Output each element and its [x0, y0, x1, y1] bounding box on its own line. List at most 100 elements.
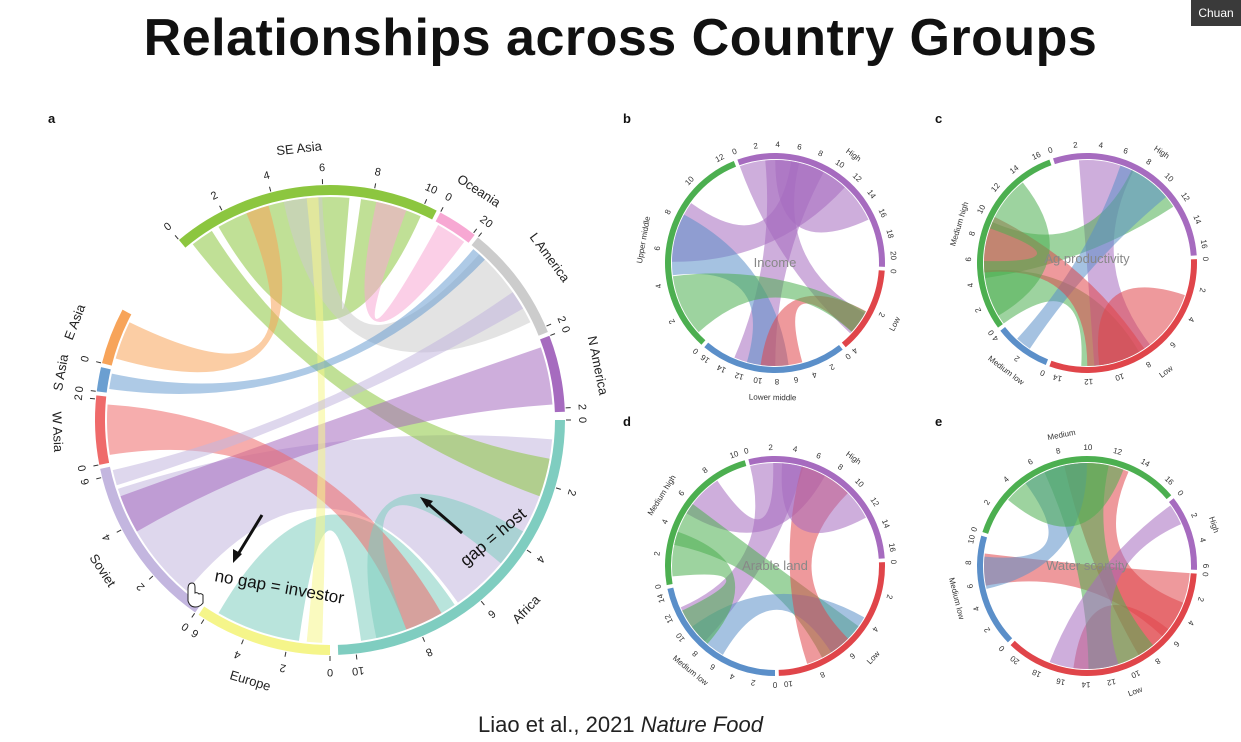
sector-arc-se-asia [178, 184, 437, 248]
panel-d-ribbons [672, 463, 866, 664]
panel-b-tick-label: 8 [817, 149, 825, 159]
tick-mark [355, 654, 358, 660]
panel-c-tick-label: 2 [1197, 287, 1207, 294]
panel-c-tick-label: 2 [973, 306, 983, 314]
panel-c-tick-label: 4 [990, 333, 1000, 343]
panel-c-tick-label: 2 [1073, 140, 1079, 149]
panel-e-tick-label: 12 [1106, 677, 1117, 688]
panel-c-ribbon-low-low-6 [1097, 287, 1185, 366]
investor-arrow [235, 514, 264, 557]
panel-d-letter: d [623, 414, 631, 429]
panel-c-arc-medium-low [1000, 327, 1049, 365]
tick-mark [374, 183, 377, 189]
panel-d-sector-label-medium-high: Medium high [646, 473, 678, 517]
panel-e-tick-label: 10 [966, 533, 977, 544]
tick-mark [480, 600, 485, 606]
tick-label-soviet: 2 [134, 580, 147, 593]
panel-d-tick-label: 10 [853, 476, 866, 489]
panel-d-center-label: Arable land [742, 558, 808, 573]
panel-c-tick-label: 0 [986, 328, 996, 337]
panel-e-labels: 0246High02468101214161820Low0246810Mediu… [947, 428, 1221, 699]
panel-b-tick-label: 0 [889, 269, 898, 275]
panel-b-tick-label: 4 [654, 283, 664, 290]
chord-ribbon-europe-se-asia-9 [306, 197, 326, 643]
tick-label-se-asia: 10 [423, 181, 439, 197]
panel-b-letter: b [623, 111, 631, 126]
panel-b-chord-diagram: b 02 4 68101214161820High024Low02468101214… [623, 111, 902, 403]
panel-e-ribbons [984, 463, 1190, 669]
panel-b-tick-label: 0 [691, 346, 701, 356]
sector-label-s-asia: S Asia [50, 352, 71, 392]
tick-mark [200, 619, 205, 624]
tick-label-se-asia: 8 [374, 166, 382, 179]
chord-ribbon-se-asia-africa-3 [192, 230, 550, 497]
panel-e-tick-label: 18 [1030, 667, 1042, 679]
panel-d-tick-label: 14 [880, 518, 892, 530]
tick-mark [284, 651, 287, 657]
panel-e-arc-high [1168, 498, 1197, 570]
panel-c-tick-label: 16 [1030, 150, 1042, 162]
sector-arc-s-asia [96, 367, 111, 393]
tick-label-se-asia: 4 [262, 169, 271, 182]
panel-b-tick-label: 14 [865, 188, 878, 201]
panel-b-sector-label-low: Low [887, 315, 902, 332]
panel-e-ribbon-medium-medium-6 [1008, 463, 1124, 527]
panel-c-tick-label: 4 [1098, 141, 1104, 151]
panel-e-tick-label: 0 [1175, 489, 1185, 498]
panel-d-tick-label: 4 [792, 444, 798, 454]
panel-b-arc-upper-middle [665, 161, 737, 345]
citation: Liao et al., 2021 Nature Food [0, 712, 1241, 738]
slide-title: Relationships across Country Groups [143, 9, 1098, 67]
tick-label-europe: 4 [232, 648, 242, 661]
sector-label-e-asia: E Asia [61, 301, 88, 342]
panel-c-letter: c [935, 111, 942, 126]
panel-b-tick-label: 2 [753, 141, 759, 151]
panel-b-arc-low [841, 270, 885, 348]
panel-b-tick-label: 16 [877, 207, 889, 219]
panel-e-tick-label: 10 [1083, 443, 1093, 452]
panel-c-tick-label: 10 [1163, 171, 1176, 184]
tick-label-europe: 2 [279, 661, 287, 674]
panel-e-tick-label: 2 [1196, 596, 1206, 603]
tick-mark [555, 487, 561, 490]
panel-c-sector-label-medium-high: Medium high [948, 201, 970, 247]
tick-label-europe: 6 [190, 626, 202, 639]
panel-e-tick-label: 6 [1026, 457, 1035, 467]
panel-e-tick-label: 20 [1008, 653, 1021, 666]
panel-d-tick-label: 12 [663, 612, 675, 624]
panel-e-tick-label: 6 [1201, 564, 1210, 569]
panel-e-tick-label: 2 [982, 498, 992, 507]
chord-ribbon-soviet-l-america-10 [112, 292, 524, 486]
sector-label-l-america: L America [527, 230, 574, 286]
panel-e-arc-low [1010, 573, 1197, 676]
panel-d-tick-label: 4 [728, 671, 736, 681]
panel-d-tick-label: 0 [772, 680, 777, 689]
panel-c-tick-label: 10 [975, 203, 987, 216]
panel-b-tick-label: 12 [851, 171, 864, 184]
panel-b-sector-label-lower-middle: Lower middle [749, 393, 797, 403]
panel-d-tick-label: 6 [815, 451, 823, 461]
panel-d-arc-medium-high [665, 460, 747, 586]
panel-d-tick-label: 6 [847, 651, 857, 661]
tick-label-africa: 6 [485, 607, 497, 620]
panel-b-tick-label: 16 [698, 352, 711, 365]
tick-mark [526, 549, 532, 554]
panel-b-tick-label: 10 [683, 174, 696, 187]
panel-b-tick-label: 2 [876, 311, 886, 319]
panel-e-sector-label-low: Low [1127, 685, 1144, 699]
sector-label-soviet: Soviet [87, 551, 120, 590]
panel-e-arc-medium-low [977, 535, 1013, 643]
sector-label-africa: Africa [509, 592, 543, 627]
tick-label-w-asia: 2 [73, 394, 86, 401]
tick-label-soviet: 6 [79, 477, 92, 486]
tick-mark [473, 228, 478, 234]
sector-arc-w-asia [95, 395, 110, 465]
panel-c-tick-label: 14 [1052, 372, 1063, 383]
panel-c-sector-label-low: Low [1157, 364, 1174, 380]
panel-e-tick-label: 0 [969, 525, 979, 533]
tick-mark [550, 333, 556, 336]
panel-b-tick-label: 0 [843, 351, 852, 361]
panel-e-tick-label: 16 [1163, 474, 1176, 487]
